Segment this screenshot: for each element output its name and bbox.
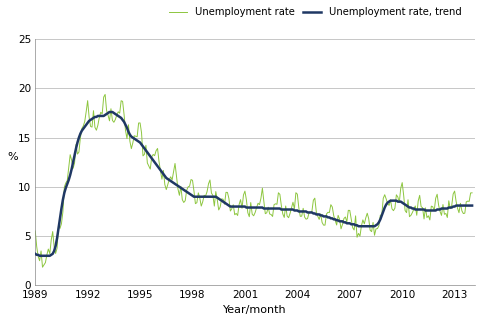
Line: Unemployment rate, trend: Unemployment rate, trend: [35, 112, 472, 256]
Unemployment rate, trend: [32, 252, 38, 256]
Unemployment rate, trend: [37, 254, 42, 258]
Unemployment rate: [334, 223, 339, 227]
Unemployment rate, trend: [440, 207, 446, 211]
Unemployment rate: [102, 92, 108, 96]
Unemployment rate: [440, 203, 446, 206]
Unemployment rate: [32, 229, 38, 233]
Unemployment rate, trend: [107, 110, 112, 114]
Unemployment rate, trend: [334, 218, 339, 222]
Line: Unemployment rate: Unemployment rate: [35, 94, 472, 267]
Unemployment rate, trend: [379, 213, 385, 217]
Unemployment rate: [212, 204, 217, 208]
Unemployment rate: [40, 265, 45, 269]
Unemployment rate, trend: [403, 204, 409, 207]
Unemployment rate: [403, 211, 409, 214]
Unemployment rate, trend: [212, 195, 217, 199]
Unemployment rate, trend: [469, 204, 475, 207]
Unemployment rate: [379, 213, 385, 217]
Unemployment rate: [469, 191, 475, 195]
Y-axis label: %: %: [7, 152, 17, 162]
Unemployment rate, trend: [226, 204, 232, 207]
X-axis label: Year/month: Year/month: [223, 305, 287, 315]
Legend: Unemployment rate, Unemployment rate, trend: Unemployment rate, Unemployment rate, tr…: [169, 7, 461, 17]
Unemployment rate: [226, 196, 232, 200]
